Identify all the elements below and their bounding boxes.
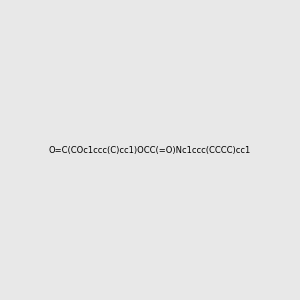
Text: O=C(COc1ccc(C)cc1)OCC(=O)Nc1ccc(CCCC)cc1: O=C(COc1ccc(C)cc1)OCC(=O)Nc1ccc(CCCC)cc1 xyxy=(49,146,251,154)
